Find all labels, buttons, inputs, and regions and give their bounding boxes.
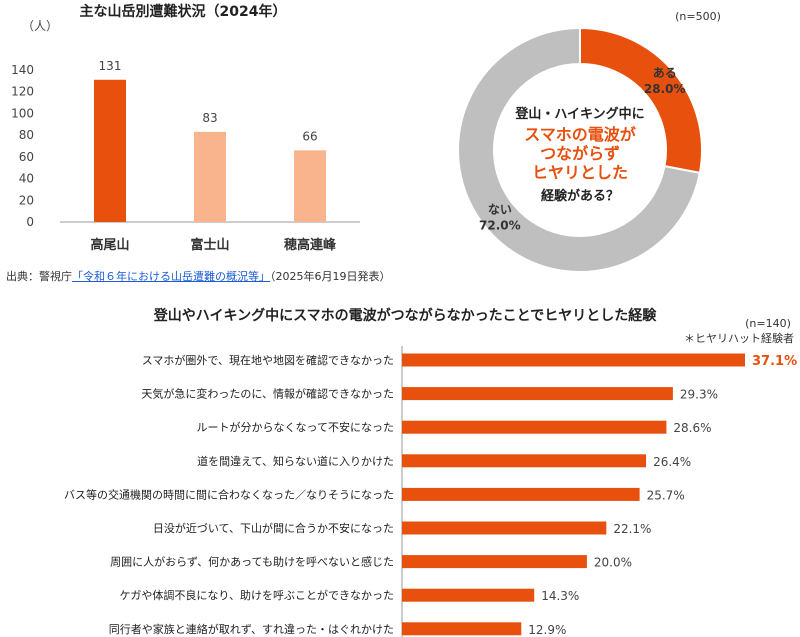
hbar-category-label: ケガや体調不良になり、助けを呼ぶことができなかった bbox=[119, 588, 394, 602]
hbar-value-label: 12.9% bbox=[528, 623, 566, 637]
hbar-bar bbox=[402, 387, 673, 401]
hbar-bar bbox=[402, 521, 607, 535]
hbar-category-label: 日没が近づいて、下山が間に合うか不安になった bbox=[153, 521, 394, 535]
hbar-value-label: 14.3% bbox=[541, 589, 579, 603]
hbar-category-label: 同行者や家族と連絡が取れず、すれ違った・はぐれかけた bbox=[109, 622, 394, 636]
hbar-category-label: 天気が急に変わったのに、情報が確認できなかった bbox=[141, 387, 394, 401]
source-citation: 出典：警視庁「令和６年における山岳遭難の概況等」（2025年6月19日発表） bbox=[6, 268, 391, 284]
y-tick-label: 120 bbox=[11, 85, 34, 99]
bar-chart-unit-label: （人） bbox=[22, 19, 58, 33]
source-link[interactable]: 「令和６年における山岳遭難の概況等」 bbox=[72, 270, 270, 283]
hbar-bar bbox=[402, 353, 745, 367]
hbar-n-label: (n=140) bbox=[745, 317, 791, 330]
hbar-category-label: 周囲に人がおらず、何かあっても助けを呼べないと感じた bbox=[110, 555, 394, 569]
hbar-value-label: 20.0% bbox=[594, 556, 632, 570]
y-tick-label: 80 bbox=[19, 128, 34, 142]
y-tick-label: 40 bbox=[19, 172, 34, 186]
hbar-category-label: バス等の交通機関の時間に間に合わなくなった／なりそうになった bbox=[64, 487, 394, 501]
bar-chart-title: 主な山岳別遭難状況（2024年） bbox=[80, 3, 287, 20]
slice-label: ある bbox=[653, 66, 677, 80]
y-tick-label: 20 bbox=[19, 193, 34, 207]
mountain-bar-chart: 主な山岳別遭難状況（2024年） （人） 020406080100120140 … bbox=[11, 3, 360, 253]
donut-n-label: (n=500) bbox=[675, 10, 721, 23]
hbar-bar bbox=[402, 487, 640, 501]
bar bbox=[94, 79, 126, 223]
hbar-bar bbox=[402, 555, 587, 569]
hbar-value-label: 28.6% bbox=[673, 421, 711, 435]
hbar-chart-title: 登山やハイキング中にスマホの電波がつながらなかったことでヒヤリとした経験 bbox=[153, 307, 657, 324]
donut-slice bbox=[457, 26, 702, 273]
y-tick-label: 140 bbox=[11, 63, 34, 77]
hbar-bar bbox=[402, 588, 535, 602]
y-tick-label: 60 bbox=[19, 150, 34, 164]
bar-value-label: 66 bbox=[302, 129, 317, 143]
y-tick-label: 100 bbox=[11, 106, 34, 120]
slice-value-label: 28.0% bbox=[644, 82, 686, 96]
donut-center-line: 経験がある？ bbox=[541, 188, 619, 204]
hbar-category-label: スマホが圏外で、現在地や地図を確認できなかった bbox=[142, 353, 394, 367]
bar-value-label: 131 bbox=[99, 59, 122, 73]
hbar-note: ＊ヒヤリハット経験者 bbox=[684, 331, 794, 345]
hbar-bar bbox=[402, 622, 522, 636]
hbar-category-label: ルートが分からなくなって不安になった bbox=[197, 420, 394, 434]
hbar-bar bbox=[402, 454, 647, 468]
donut-center-line: つながらず bbox=[540, 144, 620, 163]
donut-center-line: 登山・ハイキング中に bbox=[514, 106, 644, 122]
bar bbox=[294, 150, 326, 222]
slice-label: ない bbox=[488, 202, 512, 216]
source-prefix: 出典：警視庁 bbox=[6, 270, 72, 283]
category-label: 穂高連峰 bbox=[284, 237, 337, 253]
hbar-category-label: 道を間違えて、知らない道に入りかけた bbox=[197, 454, 394, 468]
hbar-value-label: 25.7% bbox=[647, 488, 685, 502]
bar bbox=[194, 131, 226, 222]
hbar-bar bbox=[402, 420, 667, 434]
category-label: 高尾山 bbox=[90, 237, 129, 253]
donut-center-line: ヒヤリとした bbox=[532, 163, 628, 182]
hbar-value-label: 29.3% bbox=[680, 388, 718, 402]
y-tick-label: 0 bbox=[26, 215, 34, 229]
donut-center-line: スマホの電波が bbox=[524, 125, 636, 144]
hbar-value-label: 26.4% bbox=[653, 455, 691, 469]
hbar-value-label: 22.1% bbox=[613, 522, 651, 536]
source-date: （2025年6月19日発表） bbox=[270, 270, 391, 283]
category-label: 富士山 bbox=[190, 237, 229, 253]
bar-value-label: 83 bbox=[202, 111, 217, 125]
incident-hbar-chart: 登山やハイキング中にスマホの電波がつながらなかったことでヒヤリとした経験 (n=… bbox=[64, 307, 797, 637]
signal-donut-chart: (n=500) ある 28.0% ない 72.0% 登山・ハイキング中にスマホの電波が… bbox=[457, 10, 721, 273]
slice-value-label: 72.0% bbox=[479, 218, 521, 232]
hbar-value-label: 37.1% bbox=[752, 354, 797, 369]
